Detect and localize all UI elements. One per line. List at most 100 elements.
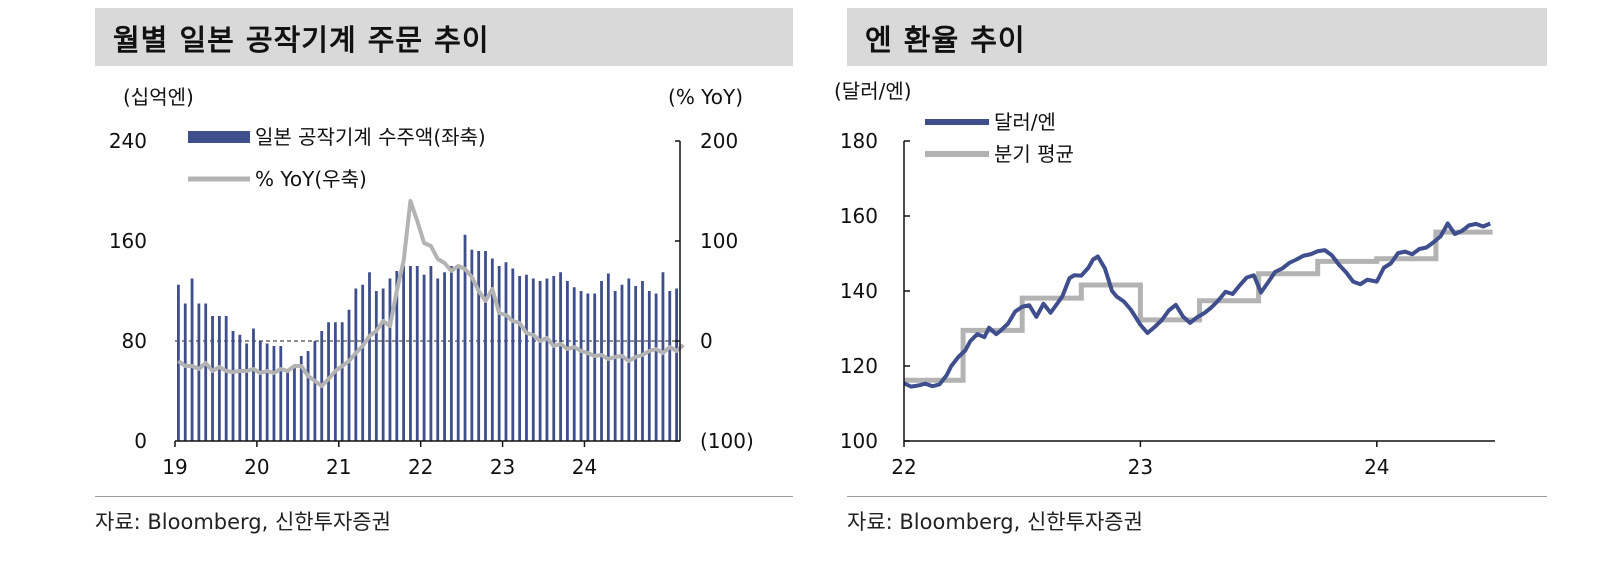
bar xyxy=(361,284,365,441)
left-y-tick-label: 160 xyxy=(109,229,147,253)
panel-title-bar: 월별 일본 공작기계 주문 추이 xyxy=(95,8,793,66)
bar xyxy=(477,251,481,441)
yen-exchange-rate-chart: (달러/엔) 100 120 140 160 180 22 23 24 달러/엔 분기 평균 xyxy=(834,79,1495,479)
bar xyxy=(490,258,494,441)
bar xyxy=(634,286,638,441)
right-y-tick-label: (100) xyxy=(700,429,754,453)
bar xyxy=(381,288,385,441)
bar xyxy=(368,272,371,441)
machine-tool-orders-chart: (십억엔) (% YoY) (100) 0 100 200 0 80 160 240 19 20 2… xyxy=(109,85,754,479)
panel-title-bar: 엔 환율 추이 xyxy=(847,8,1547,66)
x-tick-label: 23 xyxy=(1128,455,1153,479)
left-axis-unit: (십억엔) xyxy=(123,85,194,109)
bar xyxy=(579,291,583,441)
x-tick-label: 24 xyxy=(1364,455,1389,479)
y-tick-label: 100 xyxy=(840,429,878,453)
bar xyxy=(347,309,351,441)
bar xyxy=(354,288,358,441)
bar xyxy=(511,268,515,441)
bar xyxy=(675,288,678,441)
bar xyxy=(504,262,508,441)
bar xyxy=(463,234,467,441)
bar xyxy=(422,274,426,441)
bar xyxy=(211,316,214,441)
left-y-tick-label: 240 xyxy=(109,129,147,153)
bar xyxy=(293,366,296,441)
right-y-tick-label: 0 xyxy=(700,329,713,353)
bar xyxy=(443,272,446,441)
bar xyxy=(190,278,194,441)
bar xyxy=(224,316,228,441)
bar xyxy=(641,281,644,441)
left-y-tick-label: 0 xyxy=(134,429,147,453)
bar xyxy=(306,351,310,441)
bar xyxy=(272,346,276,441)
legend-label-orders: 일본 공작기계 수주액(좌축) xyxy=(255,125,486,149)
bar xyxy=(531,278,535,441)
bar xyxy=(668,291,672,441)
bar xyxy=(299,356,303,441)
bar xyxy=(395,271,399,441)
y-tick-label: 160 xyxy=(840,204,878,228)
bar xyxy=(402,266,406,441)
bar xyxy=(217,316,221,441)
legend-label-usdjpy: 달러/엔 xyxy=(994,110,1056,134)
x-tick-label: 19 xyxy=(162,455,187,479)
bar xyxy=(647,291,651,441)
bar xyxy=(183,303,187,441)
source-divider xyxy=(847,496,1547,497)
bar xyxy=(333,322,337,441)
bar xyxy=(286,372,289,441)
bar xyxy=(545,278,549,441)
legend-label-yoy: % YoY(우축) xyxy=(255,167,367,191)
bar xyxy=(313,341,317,441)
bar xyxy=(654,293,658,441)
bar xyxy=(258,341,262,441)
legend-label-quarterly: 분기 평균 xyxy=(994,142,1074,166)
bar xyxy=(409,266,412,441)
bar xyxy=(388,278,392,441)
bar xyxy=(279,346,283,441)
bar xyxy=(620,284,624,441)
source-note: 자료: Bloomberg, 신한투자증권 xyxy=(847,510,1143,534)
x-tick-label: 21 xyxy=(326,455,351,479)
chart-legend: 일본 공작기계 수주액(좌축) % YoY(우축) xyxy=(188,125,486,191)
right-y-tick-label: 100 xyxy=(700,229,738,253)
legend-swatch-orders xyxy=(188,131,250,143)
yen-exchange-rate-panel: 엔 환율 추이 (달러/엔) 100 120 140 160 180 22 23 24 달러/… xyxy=(834,8,1547,553)
bar xyxy=(204,303,208,441)
bar xyxy=(518,276,522,441)
machine-tool-orders-panel: 월별 일본 공작기계 주문 추이 (십억엔) (% YoY) (100) 0 100… xyxy=(95,8,793,553)
bar xyxy=(429,266,433,441)
bar xyxy=(415,266,419,441)
source-divider xyxy=(95,496,793,497)
yoy-series-line xyxy=(177,199,685,388)
bar xyxy=(449,266,453,441)
y-tick-label: 180 xyxy=(840,129,878,153)
right-axis-unit: (% YoY) xyxy=(668,85,743,109)
y-axis-unit: (달러/엔) xyxy=(834,79,912,103)
x-tick-label: 24 xyxy=(572,455,597,479)
bar xyxy=(538,281,542,441)
bar xyxy=(661,272,665,441)
right-y-tick-label: 200 xyxy=(700,129,738,153)
bar xyxy=(231,331,235,441)
quarterly-average-line xyxy=(904,229,1493,383)
bar xyxy=(238,334,242,441)
bar xyxy=(572,287,576,441)
chart-legend: 달러/엔 분기 평균 xyxy=(925,110,1074,166)
bar xyxy=(197,303,201,441)
bar xyxy=(593,293,597,441)
x-tick-label: 20 xyxy=(244,455,269,479)
bar xyxy=(470,249,474,441)
bar xyxy=(265,343,269,441)
bar xyxy=(340,322,344,441)
bar xyxy=(245,343,249,441)
bar xyxy=(613,291,617,441)
x-tick-label: 22 xyxy=(891,455,916,479)
bar xyxy=(484,251,487,441)
bar xyxy=(525,274,528,441)
panel-title: 월별 일본 공작기계 주문 추이 xyxy=(113,23,490,57)
bar xyxy=(374,291,378,441)
bar xyxy=(456,266,460,441)
